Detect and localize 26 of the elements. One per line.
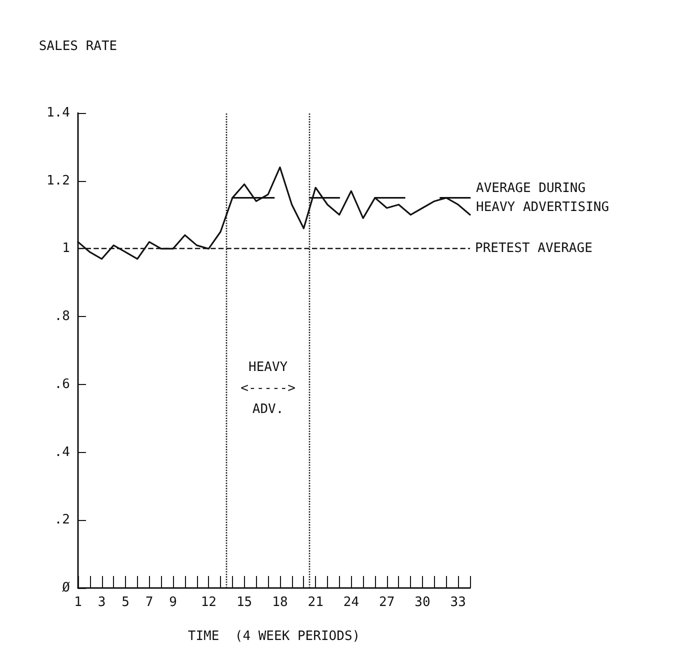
ref-line-label: PRETEST AVERAGE: [475, 241, 592, 256]
y-tick-label: Ø: [62, 580, 70, 596]
y-tick-label: .6: [54, 376, 70, 392]
y-axis-title: SALES RATE: [38, 39, 118, 54]
x-tick-label: 3: [98, 595, 106, 610]
x-tick-label: 30: [414, 595, 430, 610]
x-tick-label: 9: [169, 595, 177, 610]
x-tick-label: 18: [272, 595, 288, 610]
y-tick-label: 1.2: [46, 173, 70, 188]
x-tick-label: 15: [236, 595, 252, 610]
x-tick-label: 27: [379, 595, 395, 610]
y-tick-label: .8: [54, 309, 70, 324]
y-tick-label: 1.4: [46, 106, 70, 120]
annotation: HEAVY <-----> ADV.: [240, 360, 296, 417]
x-tick-label: 1: [74, 595, 82, 610]
x-tick-label: 24: [343, 595, 360, 610]
y-tick-label: 1: [62, 241, 70, 256]
x-tick-label: 5: [122, 595, 130, 610]
x-tick-label: 21: [308, 595, 324, 610]
series-label: AVERAGE DURING HEAVY ADVERTISING: [476, 180, 610, 215]
x-tick-label: 7: [145, 595, 154, 610]
x-tick-label: 12: [200, 595, 216, 610]
y-tick-label: .2: [54, 512, 70, 528]
y-tick-label: .4: [54, 444, 70, 460]
x-tick-label: 33: [450, 595, 466, 610]
x-axis-title: TIME (4 WEEK PERIODS): [188, 629, 360, 644]
